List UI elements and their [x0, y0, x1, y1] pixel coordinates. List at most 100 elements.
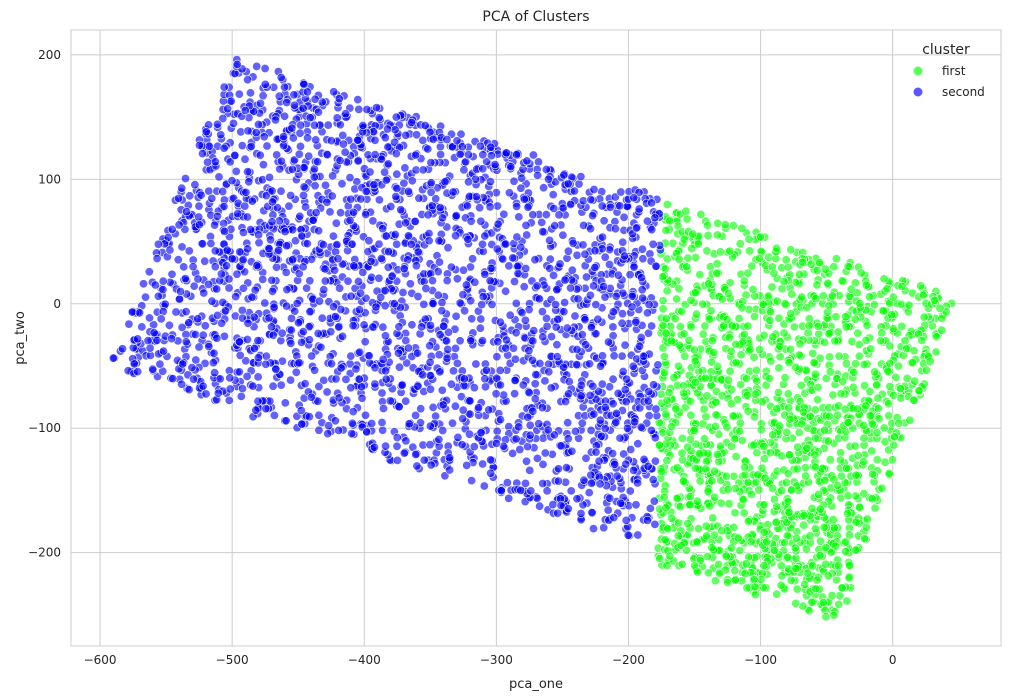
data-point-first — [810, 433, 820, 443]
data-point-second — [309, 172, 319, 182]
data-point-first — [888, 292, 898, 302]
data-point-second — [480, 231, 490, 241]
data-point-second — [383, 262, 393, 272]
y-tick-labels: −200 −100 0 100 200 — [28, 48, 61, 560]
data-point-first — [746, 537, 756, 547]
data-point-second — [243, 318, 253, 328]
data-point-second — [262, 141, 272, 151]
data-point-first — [805, 531, 815, 541]
data-point-second — [243, 167, 253, 177]
data-point-first — [694, 449, 704, 459]
data-point-second — [217, 318, 227, 328]
data-point-second — [118, 344, 128, 354]
data-point-second — [570, 426, 580, 436]
data-point-first — [709, 530, 719, 540]
data-point-second — [566, 283, 576, 293]
data-point-second — [394, 322, 404, 332]
data-point-second — [338, 139, 348, 149]
data-point-first — [831, 254, 841, 264]
data-point-second — [609, 513, 619, 523]
data-point-first — [849, 367, 859, 377]
data-point-first — [665, 216, 675, 226]
data-point-second — [334, 393, 344, 403]
data-point-second — [637, 244, 647, 254]
data-point-first — [712, 259, 722, 269]
data-point-second — [346, 383, 356, 393]
data-point-second — [246, 141, 256, 151]
data-point-first — [887, 310, 897, 320]
data-point-second — [526, 486, 536, 496]
data-point-first — [851, 545, 861, 555]
data-point-second — [442, 276, 452, 286]
data-point-second — [642, 515, 652, 525]
data-point-second — [530, 394, 540, 404]
data-point-first — [677, 448, 687, 458]
data-point-first — [815, 536, 825, 546]
data-point-second — [502, 478, 512, 488]
data-point-first — [690, 377, 700, 387]
data-point-first — [732, 395, 742, 405]
data-point-first — [728, 221, 738, 231]
data-point-second — [227, 176, 237, 186]
data-point-second — [553, 464, 563, 474]
data-point-second — [320, 180, 330, 190]
data-point-first — [676, 540, 686, 550]
data-point-first — [762, 537, 772, 547]
data-point-second — [493, 219, 503, 229]
data-point-first — [757, 463, 767, 473]
data-point-first — [821, 373, 831, 383]
data-point-second — [451, 211, 461, 221]
data-point-second — [347, 418, 357, 428]
data-point-second — [366, 256, 376, 266]
data-point-second — [387, 271, 397, 281]
data-point-first — [858, 457, 868, 467]
data-point-second — [227, 254, 237, 264]
data-point-second — [320, 276, 330, 286]
data-point-second — [397, 380, 407, 390]
data-point-second — [465, 396, 475, 406]
data-point-second — [348, 207, 358, 217]
data-point-first — [837, 583, 847, 593]
data-point-second — [653, 360, 663, 370]
data-point-second — [294, 358, 304, 368]
data-point-second — [380, 301, 390, 311]
data-point-first — [783, 469, 793, 479]
data-point-second — [577, 418, 587, 428]
data-point-second — [278, 132, 288, 142]
data-point-second — [466, 336, 476, 346]
data-point-second — [572, 344, 582, 354]
data-point-second — [501, 239, 511, 249]
data-point-first — [735, 426, 745, 436]
data-point-first — [679, 388, 689, 398]
data-point-second — [273, 245, 283, 255]
data-point-second — [551, 322, 561, 332]
data-point-first — [717, 294, 727, 304]
data-point-first — [775, 341, 785, 351]
data-point-second — [591, 447, 601, 457]
data-point-first — [703, 486, 713, 496]
data-point-second — [480, 374, 490, 384]
data-point-second — [520, 315, 530, 325]
data-point-second — [463, 177, 473, 187]
data-point-second — [212, 284, 222, 294]
data-point-second — [381, 231, 391, 241]
data-point-second — [403, 186, 413, 196]
data-point-second — [297, 231, 307, 241]
data-point-second — [546, 383, 556, 393]
data-point-second — [517, 308, 527, 318]
data-point-second — [316, 342, 326, 352]
data-point-second — [264, 313, 274, 323]
data-point-second — [244, 177, 254, 187]
data-point-second — [485, 202, 495, 212]
data-point-first — [776, 580, 786, 590]
data-point-first — [705, 501, 715, 511]
data-point-second — [158, 306, 168, 316]
data-point-first — [754, 253, 764, 263]
data-point-first — [659, 368, 669, 378]
data-point-second — [534, 294, 544, 304]
data-point-second — [552, 340, 562, 350]
data-point-second — [351, 364, 361, 374]
data-point-first — [810, 369, 820, 379]
data-point-first — [829, 262, 839, 272]
data-point-second — [599, 281, 609, 291]
